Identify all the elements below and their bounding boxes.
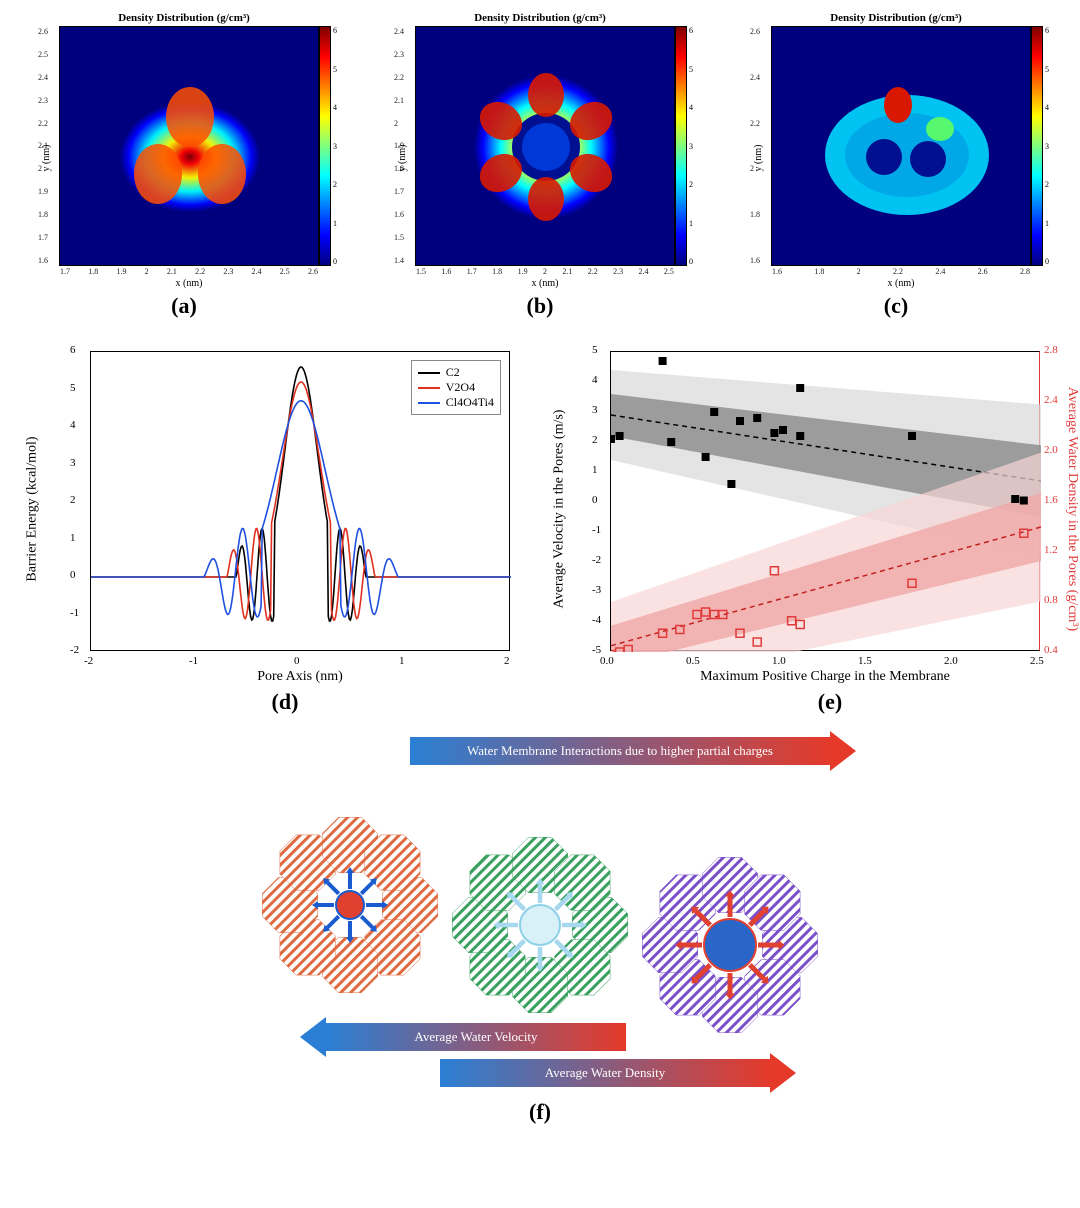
panel-f-label: (f) bbox=[529, 1099, 551, 1125]
panel-b: Density Distribution (g/cm³)1.51.61.71.8… bbox=[368, 12, 712, 319]
panel-label: (a) bbox=[171, 293, 197, 319]
heatmap-row: Density Distribution (g/cm³)1.71.81.922.… bbox=[0, 0, 1080, 331]
panel-d-label: (d) bbox=[272, 689, 299, 715]
bottom-row: Water Membrane Interactions due to highe… bbox=[0, 725, 1080, 1145]
panel-d: C2V2O4Cl4O4Ti4-2-1012-2-10123456Barrier … bbox=[40, 351, 530, 715]
panel-c: Density Distribution (g/cm³)1.61.822.22.… bbox=[724, 12, 1068, 319]
xlabel: x (nm) bbox=[59, 278, 319, 289]
ylabel: y (nm) bbox=[753, 144, 764, 171]
ylabel: y (nm) bbox=[41, 144, 52, 171]
panel-label: (b) bbox=[527, 293, 554, 319]
xlabel: x (nm) bbox=[771, 278, 1031, 289]
density-title: Density Distribution (g/cm³) bbox=[830, 12, 962, 24]
ylabel: y (nm) bbox=[397, 144, 408, 171]
middle-row: C2V2O4Cl4O4Ti4-2-1012-2-10123456Barrier … bbox=[0, 331, 1080, 725]
panel-f: Water Membrane Interactions due to highe… bbox=[220, 735, 860, 1125]
panel-a: Density Distribution (g/cm³)1.71.81.922.… bbox=[12, 12, 356, 319]
density-title: Density Distribution (g/cm³) bbox=[474, 12, 606, 24]
density-title: Density Distribution (g/cm³) bbox=[118, 12, 250, 24]
panel-e: 0.00.51.01.52.02.5-5-4-3-2-10123450.40.8… bbox=[560, 351, 1080, 715]
panel-label: (c) bbox=[884, 293, 908, 319]
xlabel: x (nm) bbox=[415, 278, 675, 289]
panel-e-label: (e) bbox=[818, 689, 842, 715]
